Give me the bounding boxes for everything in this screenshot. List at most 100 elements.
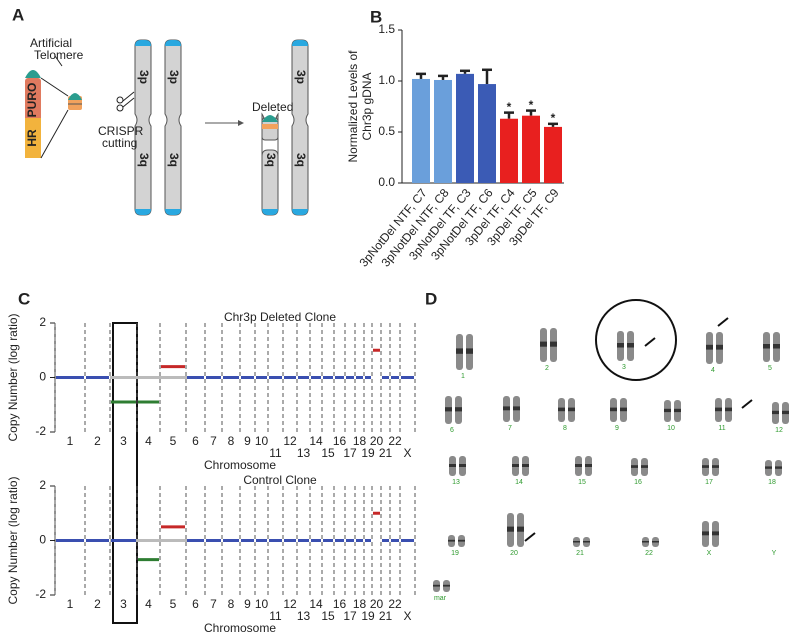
x-tick-label: 20 bbox=[370, 597, 384, 611]
x-tick-label: 14 bbox=[309, 434, 323, 448]
karyo-label: 17 bbox=[705, 479, 713, 486]
karyo-band bbox=[773, 344, 780, 349]
karyo-band bbox=[507, 526, 514, 532]
karyo-band bbox=[642, 541, 649, 543]
puro-label: PURO bbox=[25, 83, 39, 118]
x-tick-label: 13 bbox=[297, 609, 311, 623]
karyo-label: 13 bbox=[452, 479, 460, 486]
bar bbox=[478, 84, 496, 183]
x-tick-label: 18 bbox=[353, 597, 367, 611]
significance-label: * bbox=[529, 98, 534, 112]
bar bbox=[500, 118, 518, 183]
karyo-band bbox=[702, 465, 709, 468]
karyo-band bbox=[631, 465, 638, 468]
arm-label: 3q bbox=[137, 153, 151, 167]
y-axis-label: Normalized Levels of bbox=[346, 50, 360, 163]
x-tick-label: 22 bbox=[388, 434, 402, 448]
x-tick-label: 14 bbox=[309, 597, 323, 611]
x-tick-label: 5 bbox=[170, 434, 177, 448]
karyo-band bbox=[652, 541, 659, 543]
scissors-ring bbox=[116, 104, 124, 112]
deleted-label: Deleted bbox=[252, 100, 293, 114]
y-axis-label: Copy Number (log ratio) bbox=[6, 476, 20, 604]
bar bbox=[412, 78, 430, 183]
significance-label: * bbox=[507, 100, 512, 114]
x-tick-label: 6 bbox=[192, 434, 199, 448]
arrow-head bbox=[238, 120, 244, 126]
telomere-label: Telomere bbox=[34, 48, 84, 62]
x-tick-label: 21 bbox=[379, 446, 393, 460]
karyo-band bbox=[573, 541, 580, 543]
karyo-band bbox=[575, 464, 582, 467]
karyo-label: 4 bbox=[711, 367, 715, 374]
karyo-band bbox=[458, 539, 465, 542]
x-tick-label: 11 bbox=[269, 609, 282, 623]
crispr-label: CRISPR bbox=[98, 124, 144, 138]
x-tick-label: 5 bbox=[170, 597, 177, 611]
hr-label: HR bbox=[25, 129, 39, 147]
karyo-band bbox=[674, 408, 681, 413]
scissors-blade bbox=[122, 97, 135, 108]
band bbox=[262, 124, 278, 129]
telomere-cap bbox=[165, 209, 181, 215]
telomere-cap bbox=[292, 209, 308, 215]
karyo-label: 19 bbox=[451, 550, 459, 557]
telomere bbox=[25, 70, 41, 78]
bar bbox=[456, 73, 474, 183]
x-tick-label: 9 bbox=[244, 597, 251, 611]
y-tick-label: 0.5 bbox=[378, 124, 395, 138]
karyo-label: 22 bbox=[645, 550, 653, 557]
karyo-band bbox=[763, 344, 770, 349]
karyo-band bbox=[765, 466, 772, 469]
panel-label: B bbox=[370, 7, 382, 26]
karyo-band bbox=[641, 465, 648, 468]
chart-title: Chr3p Deleted Clone bbox=[224, 310, 336, 324]
x-axis-label: Chromosome bbox=[204, 458, 276, 472]
pointer-arrow bbox=[717, 317, 729, 327]
karyo-label: 8 bbox=[563, 425, 567, 432]
x-tick-label: 10 bbox=[255, 597, 269, 611]
karyo-band bbox=[627, 343, 634, 348]
crispr-label: cutting bbox=[102, 136, 137, 150]
karyo-band bbox=[503, 406, 510, 411]
karyo-band bbox=[782, 410, 789, 415]
highlight-circle bbox=[595, 299, 677, 381]
karyo-label: mar bbox=[434, 595, 447, 602]
x-tick-label: 7 bbox=[210, 434, 217, 448]
karyo-band bbox=[448, 539, 455, 542]
karyo-band bbox=[558, 407, 565, 412]
karyo-band bbox=[706, 344, 713, 350]
x-tick-label: 8 bbox=[228, 597, 235, 611]
x-tick-label: X bbox=[403, 446, 411, 460]
y-tick-label: 1.5 bbox=[378, 22, 395, 36]
arm-label: 3q bbox=[167, 153, 181, 167]
x-tick-label: 11 bbox=[269, 446, 282, 460]
karyo-band bbox=[620, 407, 627, 412]
karyo-band bbox=[517, 526, 524, 532]
x-tick-label: 19 bbox=[361, 446, 375, 460]
construct-hr bbox=[25, 118, 41, 158]
x-tick-label: 1 bbox=[67, 597, 74, 611]
x-tick-label: 12 bbox=[283, 434, 297, 448]
x-tick-label: 2 bbox=[94, 434, 101, 448]
chromosome bbox=[164, 39, 182, 216]
telomere-cap bbox=[135, 209, 151, 215]
x-tick-label: 17 bbox=[343, 446, 357, 460]
y-tick-label: 0 bbox=[39, 533, 46, 547]
karyo-label: 15 bbox=[578, 479, 586, 486]
x-tick-label: 22 bbox=[388, 597, 402, 611]
x-tick-label: 21 bbox=[379, 609, 393, 623]
karyo-band bbox=[459, 464, 466, 467]
karyo-band bbox=[772, 410, 779, 415]
bar bbox=[434, 79, 452, 183]
karyo-band bbox=[583, 541, 590, 543]
karyo-band bbox=[664, 408, 671, 413]
y-tick-label: 2 bbox=[39, 478, 46, 492]
arm-label: 3q bbox=[294, 153, 308, 167]
arm-label: 3q bbox=[264, 153, 278, 167]
karyo-band bbox=[702, 531, 709, 536]
highlight-box bbox=[112, 322, 138, 624]
karyo-label: 2 bbox=[545, 365, 549, 372]
x-tick-label: 4 bbox=[145, 597, 152, 611]
